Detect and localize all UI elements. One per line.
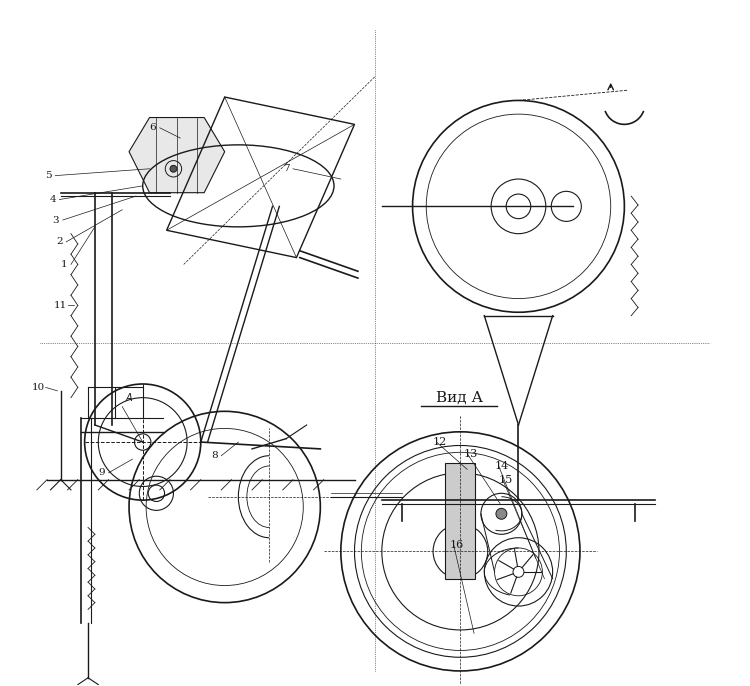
Text: 5: 5 bbox=[45, 171, 52, 180]
Text: 10: 10 bbox=[32, 383, 46, 392]
Text: Вид А: Вид А bbox=[436, 390, 482, 405]
Text: 9: 9 bbox=[98, 469, 105, 477]
Polygon shape bbox=[446, 462, 476, 579]
Text: 6: 6 bbox=[150, 123, 156, 132]
Text: 11: 11 bbox=[54, 301, 68, 310]
Text: A: A bbox=[125, 393, 132, 403]
Circle shape bbox=[170, 165, 177, 172]
Text: 3: 3 bbox=[53, 215, 59, 224]
Text: 16: 16 bbox=[450, 540, 464, 549]
Polygon shape bbox=[129, 117, 225, 193]
Text: 12: 12 bbox=[433, 437, 447, 447]
Text: 15: 15 bbox=[499, 475, 513, 484]
Text: 4: 4 bbox=[50, 195, 55, 204]
Text: 1: 1 bbox=[61, 260, 68, 269]
Text: 8: 8 bbox=[211, 451, 217, 460]
Text: 13: 13 bbox=[464, 449, 478, 459]
Text: 14: 14 bbox=[495, 461, 509, 471]
Text: 2: 2 bbox=[56, 237, 63, 246]
Circle shape bbox=[496, 508, 507, 519]
Text: 7: 7 bbox=[283, 164, 290, 174]
